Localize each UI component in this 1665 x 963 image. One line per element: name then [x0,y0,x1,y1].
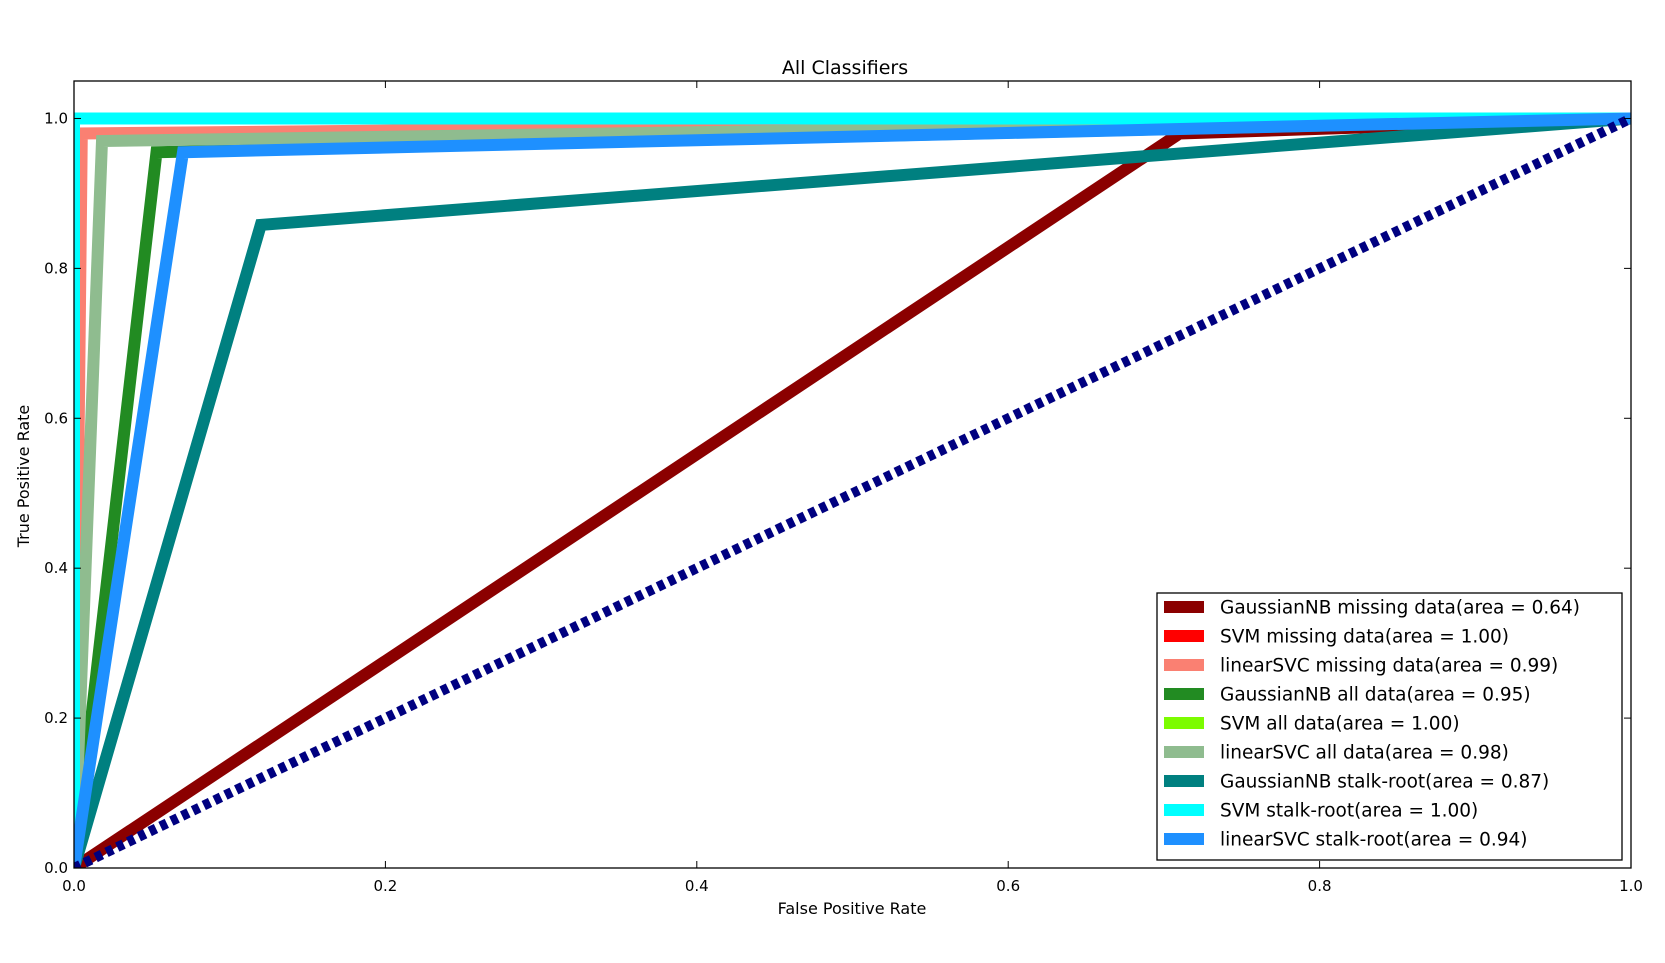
legend-swatch-1 [1164,601,1204,613]
y-axis-ticks: 0.0 0.2 0.4 0.6 0.8 1.0 [44,109,1631,877]
x-tick-label: 0.4 [685,877,709,895]
legend-label-4: GaussianNB all data(area = 0.95) [1220,685,1531,706]
legend-swatch-8 [1164,804,1204,816]
x-tick-label: 0.2 [373,877,397,895]
legend-label-6: linearSVC all data(area = 0.98) [1220,743,1509,764]
x-tick-label: 0.6 [996,877,1020,895]
legend-label-1: GaussianNB missing data(area = 0.64) [1220,598,1580,619]
legend-label-7: GaussianNB stalk-root(area = 0.87) [1220,772,1549,793]
y-tick-label: 0.0 [44,859,68,877]
x-tick-label: 1.0 [1619,877,1643,895]
chart-title: All Classifiers [782,57,908,79]
legend-label-5: SVM all data(area = 1.00) [1220,714,1460,735]
x-axis-ticks: 0.0 0.2 0.4 0.6 0.8 1.0 [62,81,1643,895]
legend-swatch-4 [1164,688,1204,700]
y-axis-title: True Positive Rate [14,405,33,549]
y-tick-label: 0.8 [44,259,68,277]
reference-diagonal-line [74,113,1631,868]
series-line-9 [74,112,1631,868]
legend-label-8: SVM stalk-root(area = 1.00) [1220,801,1478,822]
y-tick-label: 0.6 [44,409,68,427]
x-tick-label: 0.8 [1308,877,1332,895]
legend-label-9: linearSVC stalk-root(area = 0.94) [1220,830,1528,851]
x-axis-title: False Positive Rate [778,899,927,918]
y-tick-label: 0.2 [44,709,68,727]
legend-label-2: SVM missing data(area = 1.00) [1220,627,1509,648]
series-line-8 [74,112,1631,868]
legend-swatch-7 [1164,775,1204,787]
y-tick-label: 1.0 [44,109,68,127]
legend-swatch-3 [1164,659,1204,671]
legend-swatch-5 [1164,717,1204,729]
legend-swatch-6 [1164,746,1204,758]
reference-layer [74,113,1631,868]
plot-frame [73,80,1632,869]
legend-swatch-2 [1164,630,1204,642]
y-tick-label: 0.4 [44,559,68,577]
legend-swatch-9 [1164,833,1204,845]
series-layer [74,112,1631,868]
legend-box [1156,592,1623,861]
legend-label-3: linearSVC missing data(area = 0.99) [1220,656,1558,677]
series-line-7 [74,112,1631,868]
legend: GaussianNB missing data(area = 0.64) SVM … [1156,592,1623,861]
x-tick-label: 0.0 [62,877,86,895]
